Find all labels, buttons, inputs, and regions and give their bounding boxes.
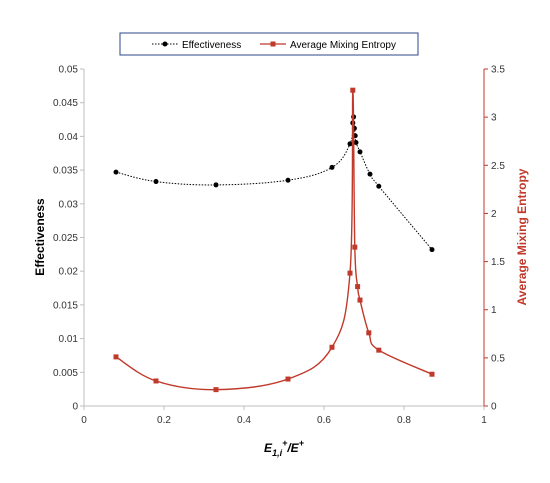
series-layer (113, 87, 435, 393)
series-line-effectiveness (115, 116, 433, 250)
legend-effectiveness-marker (162, 41, 168, 47)
y-left-tick-label: 0.045 (53, 98, 78, 109)
data-point-effectiveness (329, 164, 335, 170)
y-left-tick-label: 0.02 (59, 267, 79, 278)
legend-entropy-label: Average Mixing Entropy (290, 40, 396, 51)
data-point-entropy (350, 87, 356, 93)
data-point-entropy (376, 347, 382, 353)
data-point-effectiveness (367, 171, 373, 177)
x-axis-title-mid: /E (286, 441, 299, 455)
y-left-tick-label: 0 (72, 402, 78, 413)
y-left-tick-labels: 0 0.005 0.01 0.015 0.02 0.025 0.03 0.035 0.04 0.0… (53, 65, 84, 413)
data-point-entropy (153, 378, 159, 384)
data-point-effectiveness (376, 183, 382, 189)
x-axis-title-sub: 1,i (272, 448, 283, 458)
legend: Effectiveness Average Mixing Entropy (119, 32, 419, 56)
y-right-tick-label: 2 (491, 209, 497, 220)
x-tick-labels: 0 0.2 0.4 0.6 0.8 1 (81, 406, 487, 426)
y-left-axis-title: Effectiveness (33, 198, 47, 276)
x-tick-label: 0.6 (317, 415, 331, 426)
data-point-effectiveness (429, 247, 435, 253)
data-point-entropy (113, 354, 119, 360)
series-line-entropy (115, 89, 433, 391)
data-point-entropy (329, 344, 335, 350)
x-tick-label: 0.2 (157, 415, 171, 426)
y-right-tick-label: 3 (491, 113, 497, 124)
y-right-tick-label: 0 (491, 402, 497, 413)
y-left-tick-label: 0.05 (59, 65, 79, 76)
x-tick-label: 1 (481, 415, 487, 426)
x-tick-label: 0 (81, 415, 87, 426)
data-point-entropy (352, 244, 358, 250)
y-left-tick-label: 0.025 (53, 233, 78, 244)
y-left-tick-label: 0.03 (59, 199, 79, 210)
series-effectiveness (113, 114, 435, 253)
data-point-entropy (355, 284, 361, 290)
data-point-effectiveness (285, 177, 291, 183)
y-left-tick-label: 0.015 (53, 300, 78, 311)
x-tick-label: 0.4 (237, 415, 251, 426)
y-left-tick-label: 0.01 (59, 334, 79, 345)
y-right-axis-title: Average Mixing Entropy (515, 168, 529, 305)
data-point-entropy (285, 376, 291, 382)
data-point-effectiveness (357, 149, 363, 155)
data-point-effectiveness (213, 182, 219, 188)
y-left-tick-label: 0.005 (53, 368, 78, 379)
data-point-entropy (213, 387, 219, 393)
x-tick-label: 0.8 (397, 415, 411, 426)
legend-entropy-marker (270, 41, 276, 47)
data-point-entropy (366, 330, 372, 336)
y-right-tick-label: 1.5 (491, 257, 505, 268)
y-right-tick-label: 2.5 (491, 161, 505, 172)
data-point-entropy (357, 297, 363, 303)
data-point-entropy (429, 371, 435, 377)
x-axis-title: E1,i+/E+ (264, 438, 305, 458)
data-point-entropy (347, 270, 353, 276)
x-axis-title-sup2: + (299, 438, 305, 448)
legend-effectiveness-label: Effectiveness (182, 40, 241, 51)
y-left-tick-label: 0.035 (53, 166, 78, 177)
y-right-tick-label: 1 (491, 305, 497, 316)
y-right-tick-labels: 0 0.5 1 1.5 2 2.5 3 3.5 (484, 65, 505, 413)
axes (83, 69, 485, 407)
data-point-effectiveness (347, 141, 353, 147)
data-point-effectiveness (113, 169, 119, 175)
y-left-tick-label: 0.04 (59, 132, 79, 143)
x-axis-title-sup1: + (282, 438, 288, 448)
x-axis-title-main: E (264, 441, 273, 455)
data-point-effectiveness (353, 139, 359, 145)
y-right-tick-label: 3.5 (491, 65, 505, 76)
series-entropy (113, 87, 435, 393)
y-right-tick-label: 0.5 (491, 353, 505, 364)
data-point-effectiveness (153, 179, 159, 185)
